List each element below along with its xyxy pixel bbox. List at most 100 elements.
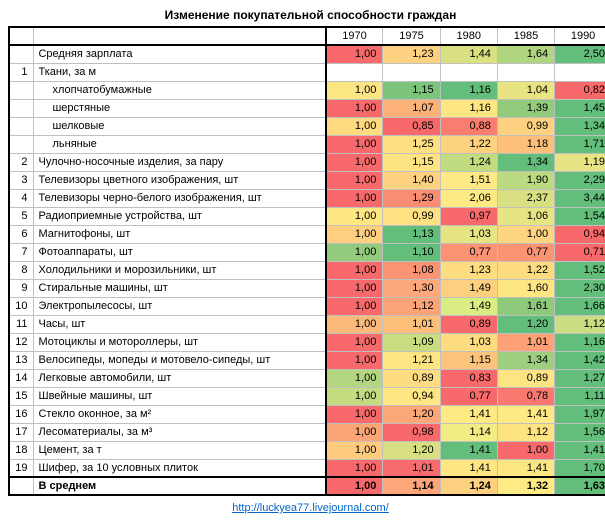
- table-row: 3Телевизоры цветного изображения, шт1,00…: [9, 171, 605, 189]
- row-label: льняные: [34, 135, 326, 153]
- value-cell: 1,70: [555, 459, 605, 477]
- value-cell: 1,20: [383, 441, 440, 459]
- row-number: [9, 45, 34, 63]
- value-cell: [497, 63, 554, 81]
- value-cell: [440, 63, 497, 81]
- value-cell: 1,00: [326, 243, 383, 261]
- value-cell: [555, 63, 605, 81]
- row-label: Стиральные машины, шт: [34, 279, 326, 297]
- value-cell: 1,40: [383, 171, 440, 189]
- value-cell: 0,98: [383, 423, 440, 441]
- value-cell: 2,06: [440, 189, 497, 207]
- value-cell: 0,82: [555, 81, 605, 99]
- value-cell: 1,11: [555, 387, 605, 405]
- table-row: 7Фотоаппараты, шт1,001,100,770,770,71: [9, 243, 605, 261]
- value-cell: 1,56: [555, 423, 605, 441]
- value-cell: 1,00: [326, 459, 383, 477]
- value-cell: 1,00: [326, 351, 383, 369]
- value-cell: 1,16: [555, 333, 605, 351]
- row-label: Шифер, за 10 условных плиток: [34, 459, 326, 477]
- value-cell: 1,15: [383, 153, 440, 171]
- row-label: Ткани, за м: [34, 63, 326, 81]
- value-cell: 0,89: [383, 369, 440, 387]
- value-cell: 1,00: [326, 99, 383, 117]
- value-cell: 1,90: [497, 171, 554, 189]
- table-row: 2Чулочно-носочные изделия, за пару1,001,…: [9, 153, 605, 171]
- value-cell: 1,00: [326, 171, 383, 189]
- table-row: Средняя зарплата1,001,231,441,642,50: [9, 45, 605, 63]
- row-label: Стекло оконное, за м²: [34, 405, 326, 423]
- value-cell: 0,89: [497, 369, 554, 387]
- row-number: 11: [9, 315, 34, 333]
- row-label: Лесоматериалы, за м³: [34, 423, 326, 441]
- value-cell: 1,12: [497, 423, 554, 441]
- source-link[interactable]: http://luckyea77.livejournal.com/: [8, 502, 605, 514]
- value-cell: 1,25: [383, 135, 440, 153]
- value-cell: 1,20: [383, 405, 440, 423]
- value-cell: 1,41: [555, 441, 605, 459]
- value-cell: 1,51: [440, 171, 497, 189]
- value-cell: 1,60: [497, 279, 554, 297]
- year-header: 1980: [440, 27, 497, 45]
- summary-cell: 1,00: [326, 477, 383, 495]
- row-number: 17: [9, 423, 34, 441]
- value-cell: 1,08: [383, 261, 440, 279]
- value-cell: 1,39: [497, 99, 554, 117]
- value-cell: 1,00: [326, 441, 383, 459]
- value-cell: 1,21: [383, 351, 440, 369]
- value-cell: 1,00: [326, 135, 383, 153]
- value-cell: 0,78: [497, 387, 554, 405]
- table-row: 16Стекло оконное, за м²1,001,201,411,411…: [9, 405, 605, 423]
- value-cell: 1,00: [326, 405, 383, 423]
- value-cell: 1,12: [555, 315, 605, 333]
- value-cell: 1,54: [555, 207, 605, 225]
- row-number: 2: [9, 153, 34, 171]
- row-number: 6: [9, 225, 34, 243]
- row-number: [9, 81, 34, 99]
- value-cell: 0,94: [555, 225, 605, 243]
- value-cell: 0,77: [440, 243, 497, 261]
- row-number: 16: [9, 405, 34, 423]
- value-cell: 1,34: [497, 351, 554, 369]
- value-cell: 1,42: [555, 351, 605, 369]
- year-header: 1990: [555, 27, 605, 45]
- value-cell: 1,04: [497, 81, 554, 99]
- value-cell: 1,00: [326, 225, 383, 243]
- value-cell: 1,24: [440, 153, 497, 171]
- value-cell: 2,29: [555, 171, 605, 189]
- table-row: 11Часы, шт1,001,010,891,201,12: [9, 315, 605, 333]
- value-cell: 1,30: [383, 279, 440, 297]
- row-label: Велосипеды, мопеды и мотовело-сипеды, шт: [34, 351, 326, 369]
- value-cell: 1,19: [555, 153, 605, 171]
- summary-label: В среднем: [34, 477, 326, 495]
- year-header: 1985: [497, 27, 554, 45]
- table-row: 10Электропылесосы, шт1,001,121,491,611,6…: [9, 297, 605, 315]
- table-row: 1Ткани, за м: [9, 63, 605, 81]
- value-cell: 1,22: [497, 261, 554, 279]
- row-label: Швейные машины, шт: [34, 387, 326, 405]
- value-cell: 1,20: [497, 315, 554, 333]
- table-row: 14Легковые автомобили, шт1,000,890,830,8…: [9, 369, 605, 387]
- summary-cell: 1,14: [383, 477, 440, 495]
- table-row: 6Магнитофоны, шт1,001,131,031,000,94: [9, 225, 605, 243]
- value-cell: 0,99: [383, 207, 440, 225]
- row-label: шерстяные: [34, 99, 326, 117]
- value-cell: 0,99: [497, 117, 554, 135]
- value-cell: 1,00: [497, 441, 554, 459]
- row-number: [9, 135, 34, 153]
- data-table: 1970 1975 1980 1985 1990 Средняя зарплат…: [8, 26, 605, 496]
- row-label: Радиоприемные устройства, шт: [34, 207, 326, 225]
- value-cell: 1,16: [440, 99, 497, 117]
- table-row: 9Стиральные машины, шт1,001,301,491,602,…: [9, 279, 605, 297]
- value-cell: 1,01: [383, 315, 440, 333]
- summary-row: В среднем1,001,141,241,321,63: [9, 477, 605, 495]
- row-number: 5: [9, 207, 34, 225]
- row-number: 19: [9, 459, 34, 477]
- year-header: 1975: [383, 27, 440, 45]
- value-cell: 1,29: [383, 189, 440, 207]
- row-number: [9, 99, 34, 117]
- value-cell: [326, 63, 383, 81]
- value-cell: 3,44: [555, 189, 605, 207]
- table-row: 12Мотоциклы и мотороллеры, шт1,001,091,0…: [9, 333, 605, 351]
- value-cell: 1,18: [497, 135, 554, 153]
